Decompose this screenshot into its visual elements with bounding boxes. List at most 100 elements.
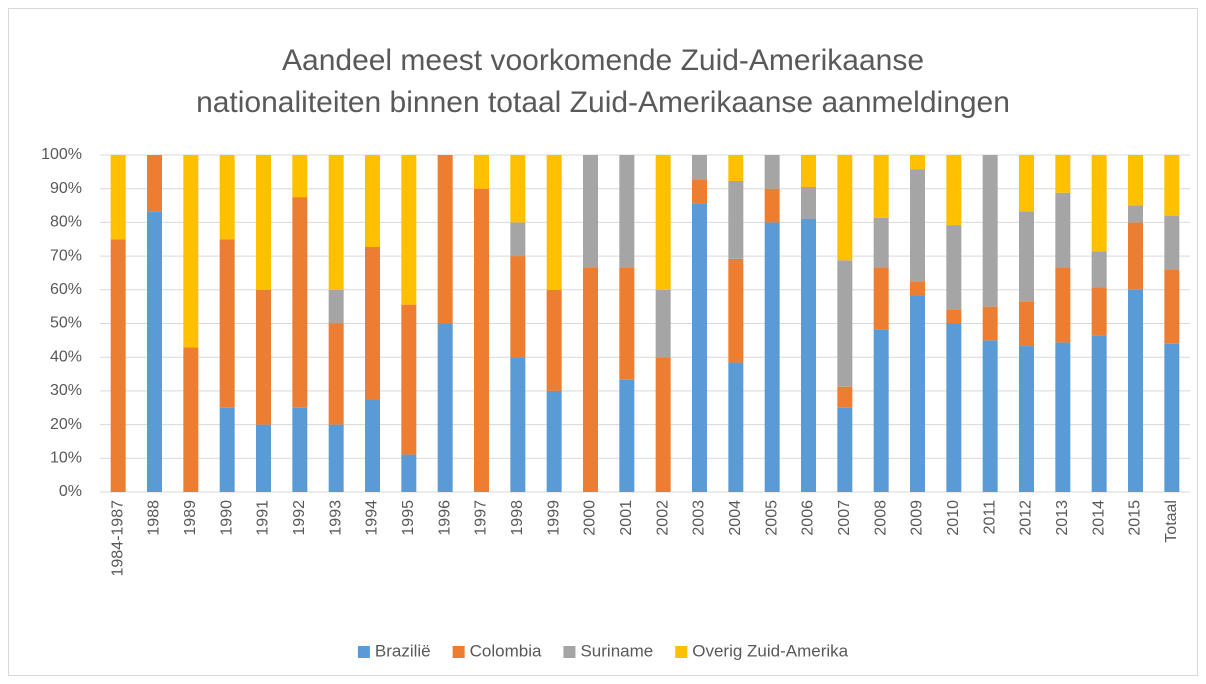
y-tick-label: 50% xyxy=(50,315,82,332)
chart-title: nationaliteiten binnen totaal Zuid-Ameri… xyxy=(196,86,1010,119)
bar-segment xyxy=(110,155,126,240)
bar-segment xyxy=(1128,289,1143,492)
bar-segment xyxy=(1128,222,1143,290)
bar-segment xyxy=(546,289,562,391)
legend-label: Colombia xyxy=(470,641,542,660)
legend-label: Overig Zuid-Amerika xyxy=(692,641,848,660)
bar-segment xyxy=(1091,335,1107,492)
bar-segment xyxy=(437,155,453,324)
bar-segment xyxy=(510,222,526,257)
bar-segment xyxy=(1055,267,1071,343)
bar-segment xyxy=(510,155,526,223)
x-tick-label: 1991 xyxy=(255,500,272,536)
x-tick-label: 2008 xyxy=(872,500,889,536)
bar-segment xyxy=(437,323,453,492)
bar-segment xyxy=(655,357,671,492)
bar-segment xyxy=(619,379,635,492)
legend-swatch xyxy=(452,646,465,658)
bar-segment xyxy=(1091,251,1107,288)
x-tick-label: Totaal xyxy=(1163,500,1180,543)
bar-segment xyxy=(1055,342,1071,492)
bar-segment xyxy=(292,197,308,408)
bar-segment xyxy=(801,187,816,220)
legend: Brazilië Colombia Suriname Overig Zuid-Amer… xyxy=(357,641,849,660)
bar-segment xyxy=(1055,155,1071,193)
bar-segment xyxy=(401,454,417,492)
x-tick-label: 1988 xyxy=(146,500,163,536)
bar-segment xyxy=(510,256,526,358)
bar-segment xyxy=(655,289,671,358)
y-tick-label: 100% xyxy=(41,146,82,163)
bar-segment xyxy=(692,203,707,493)
bar-segment xyxy=(583,267,598,492)
x-tick-label: 2013 xyxy=(1054,500,1071,536)
bar-segment xyxy=(1164,215,1180,270)
x-tick-label: 1989 xyxy=(182,500,199,536)
bar-segment xyxy=(328,323,344,425)
x-tick-label: 1996 xyxy=(436,500,453,536)
bar-segment xyxy=(910,281,925,296)
bar-segment xyxy=(147,211,162,493)
bar-segment xyxy=(292,155,308,198)
bar-segment xyxy=(401,155,417,305)
legend-label: Suriname xyxy=(580,641,653,660)
bar-segment xyxy=(1128,155,1143,206)
x-tick-label: 1992 xyxy=(291,500,308,536)
bar-segment xyxy=(946,225,962,310)
bar-segment xyxy=(1164,155,1180,216)
bar-segment xyxy=(873,217,889,268)
bar-segment xyxy=(1019,301,1034,347)
bar-segment xyxy=(764,188,780,223)
bar-segment xyxy=(474,155,489,189)
bar-segment xyxy=(219,239,235,408)
y-tick-label: 90% xyxy=(50,180,82,197)
chart-border xyxy=(8,8,1198,676)
x-tick-label: 2003 xyxy=(691,500,708,536)
bar-segment xyxy=(692,179,707,204)
x-tick-label: 1997 xyxy=(473,500,490,536)
bar-segment xyxy=(728,180,744,259)
bar-segment xyxy=(982,340,998,492)
bar-segment xyxy=(837,407,853,492)
bar-segment xyxy=(1019,211,1034,302)
x-tick-label: 1995 xyxy=(400,500,417,536)
bar-segment xyxy=(474,188,489,492)
bar-segment xyxy=(256,155,271,290)
bar-segment xyxy=(219,155,235,240)
bar-segment xyxy=(764,155,780,189)
y-tick-label: 60% xyxy=(50,281,82,298)
bar-segment xyxy=(183,155,199,348)
bar-segment xyxy=(1128,205,1143,223)
bar-segment xyxy=(328,289,344,324)
x-tick-label: 2015 xyxy=(1127,500,1144,536)
x-tick-label: 2006 xyxy=(800,500,817,536)
bar-segment xyxy=(546,390,562,492)
bar-segment xyxy=(728,362,744,492)
x-tick-label: 1994 xyxy=(364,500,381,536)
x-tick-label: 2010 xyxy=(945,500,962,536)
bar-segment xyxy=(655,155,671,290)
x-tick-label: 2007 xyxy=(836,500,853,536)
bar-segment xyxy=(1091,287,1107,336)
legend-label: Brazilië xyxy=(375,641,431,660)
bar-segment xyxy=(1091,155,1107,252)
bar-segment xyxy=(1019,346,1034,492)
y-tick-label: 20% xyxy=(50,416,82,433)
bar-segment xyxy=(946,309,962,324)
bar-segment xyxy=(619,267,635,380)
bar-segment xyxy=(147,155,162,212)
bar-segment xyxy=(219,407,235,492)
y-tick-label: 40% xyxy=(50,348,82,365)
x-tick-label: 1998 xyxy=(509,500,526,536)
bar-segment xyxy=(873,155,889,218)
bar-segment xyxy=(837,155,853,261)
y-tick-label: 70% xyxy=(50,247,82,264)
bar-segment xyxy=(801,155,816,188)
x-tick-label: 2002 xyxy=(654,500,671,536)
y-tick-label: 10% xyxy=(50,450,82,467)
bar-segment xyxy=(256,424,271,492)
bar-segment xyxy=(401,304,417,455)
chart-title: Aandeel meest voorkomende Zuid-Amerikaan… xyxy=(282,44,924,77)
x-tick-label: 2000 xyxy=(582,500,599,536)
